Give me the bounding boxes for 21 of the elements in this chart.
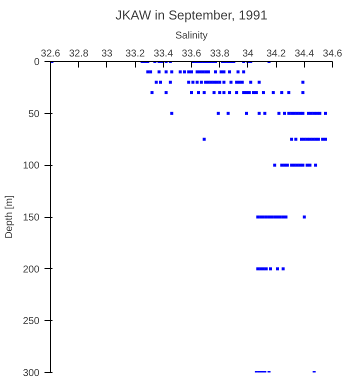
x-tick-label: 33.8 (210, 48, 230, 60)
y-tick-label: 250 (22, 316, 40, 328)
x-tick-label: 34.6 (322, 48, 343, 60)
x-tick-label: 33.4 (154, 48, 174, 60)
x-tick-label: 32.6 (40, 48, 61, 60)
x-tick-label: 33.2 (125, 48, 146, 60)
x-tick-label: 33.6 (182, 48, 202, 60)
chart-title: JKAW in September, 1991 (116, 8, 268, 22)
x-tick-label: 34.4 (294, 48, 314, 60)
y-tick-label: 50 (28, 108, 40, 120)
x-tick-label: 34 (242, 48, 254, 60)
y-tick-label: 0 (34, 57, 40, 68)
y-tick-label: 200 (22, 264, 40, 276)
x-axis-title: Salinity (175, 30, 208, 42)
y-axis-title: Depth [m] (4, 195, 15, 239)
y-tick-label: 300 (22, 368, 40, 379)
x-tick-label: 34.2 (266, 48, 286, 60)
y-tick-label: 150 (22, 212, 40, 224)
y-tick-label: 100 (22, 160, 40, 172)
x-tick-label: 32.8 (68, 48, 89, 60)
x-tick-label: 33 (101, 48, 113, 60)
